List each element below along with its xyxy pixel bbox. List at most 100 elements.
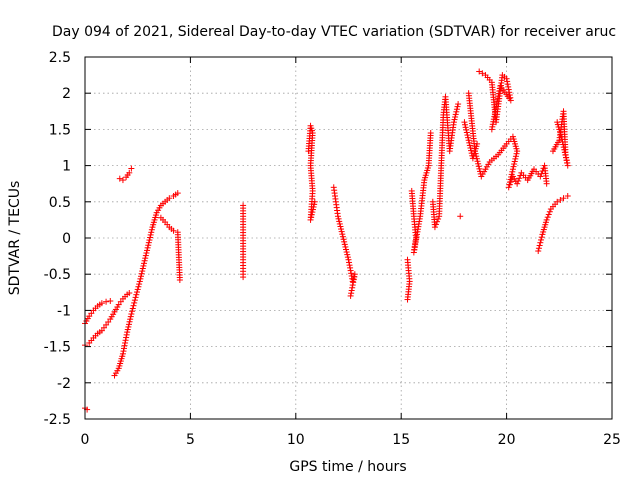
data-point: [126, 290, 133, 297]
data-point: [344, 254, 351, 261]
data-point: [558, 136, 565, 143]
data-point: [557, 196, 564, 203]
data-point: [516, 175, 523, 182]
data-point: [146, 237, 153, 244]
data-point: [350, 276, 357, 283]
chart-title: Day 094 of 2021, Sidereal Day-to-day VTE…: [52, 24, 616, 40]
data-point: [107, 297, 114, 304]
data-point: [466, 142, 473, 149]
data-point: [537, 173, 544, 180]
data-point: [129, 305, 136, 312]
data-point: [334, 213, 341, 220]
data-point: [98, 300, 105, 307]
data-point: [543, 216, 550, 223]
data-point: [455, 101, 462, 108]
data-point: [347, 292, 354, 299]
data-point: [116, 175, 123, 182]
data-point: [166, 195, 173, 202]
data-point: [311, 198, 318, 205]
data-point: [136, 281, 143, 288]
data-point: [453, 108, 460, 115]
data-point: [346, 259, 353, 266]
data-point: [472, 150, 479, 157]
data-point: [506, 181, 513, 188]
data-point: [127, 313, 134, 320]
data-point: [560, 144, 567, 151]
data-point: [348, 287, 355, 294]
y-tick-label: 1: [62, 159, 71, 175]
data-point: [138, 273, 145, 280]
data-point: [351, 271, 358, 278]
data-point: [351, 273, 358, 280]
data-point: [133, 291, 140, 298]
data-point: [474, 158, 481, 165]
data-point: [535, 245, 542, 252]
data-point: [453, 106, 460, 113]
data-point: [537, 239, 544, 246]
y-tick-label: 1.5: [49, 122, 71, 138]
data-point: [511, 161, 518, 168]
data-point: [561, 146, 568, 153]
data-point: [563, 157, 570, 164]
data-point: [465, 137, 472, 144]
data-point: [452, 113, 459, 120]
data-point: [561, 149, 568, 156]
data-point: [143, 249, 150, 256]
data-point: [511, 158, 518, 165]
data-point: [139, 265, 146, 272]
data-point: [311, 201, 318, 208]
data-point: [509, 168, 516, 175]
x-tick-label: 5: [186, 432, 195, 448]
data-point: [240, 274, 247, 281]
data-point: [507, 178, 514, 185]
tick-labels: 0 5 10 15 20 25 2.5 2 1.5 1 0.5 0 -0.5 -1 -1.5 -2 -2.5: [44, 50, 621, 448]
data-points: [82, 68, 571, 413]
data-point: [137, 275, 144, 282]
data-point: [457, 213, 464, 220]
data-point: [475, 163, 482, 170]
data-point: [119, 350, 126, 357]
data-point: [341, 238, 348, 245]
data-point: [336, 220, 343, 227]
data-point: [544, 214, 551, 221]
data-point: [131, 299, 138, 306]
x-tick-label: 25: [603, 432, 621, 448]
data-point: [124, 329, 131, 336]
data-point: [176, 276, 183, 283]
data-point: [124, 326, 131, 333]
data-point: [307, 216, 314, 223]
data-point: [119, 177, 126, 184]
data-point: [452, 111, 459, 118]
data-point: [538, 234, 545, 241]
data-point: [170, 227, 177, 234]
data-point: [121, 342, 128, 349]
data-point: [545, 211, 552, 218]
data-point: [140, 262, 147, 269]
y-tick-label: 0: [62, 231, 71, 247]
data-point: [344, 251, 351, 258]
data-point: [348, 290, 355, 297]
data-point: [132, 294, 139, 301]
data-point: [144, 247, 151, 254]
data-point: [122, 339, 129, 346]
data-point: [509, 166, 516, 173]
data-point: [347, 264, 354, 271]
data-point: [136, 278, 143, 285]
x-tick-label: 15: [392, 432, 410, 448]
data-point: [564, 159, 571, 166]
data-point: [451, 116, 458, 123]
data-point: [141, 257, 148, 264]
data-point: [560, 141, 567, 148]
data-point: [465, 134, 472, 141]
y-tick-label: -0.5: [44, 267, 71, 283]
data-point: [435, 215, 442, 222]
data-point: [505, 184, 512, 191]
data-point: [347, 267, 354, 274]
data-point: [554, 198, 561, 205]
data-point: [475, 160, 482, 167]
data-point: [450, 119, 457, 126]
y-axis-label: SDTVAR / TECUs: [7, 181, 23, 296]
data-point: [343, 249, 350, 256]
grid-lines: [85, 57, 612, 419]
data-point: [340, 236, 347, 243]
